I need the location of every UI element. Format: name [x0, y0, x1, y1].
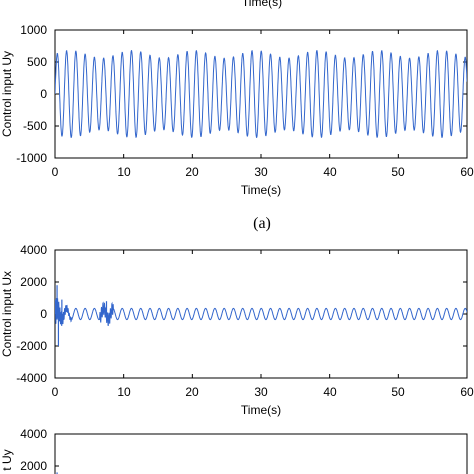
p1-series-line [55, 50, 467, 138]
p2-xlabel: Time(s) [241, 403, 281, 417]
p2-ytick-2000: 2000 [20, 275, 47, 289]
p1-xtick-10: 10 [117, 165, 131, 179]
p2-ytick-neg2000: -2000 [16, 339, 47, 353]
caption-a: (a) [253, 215, 271, 232]
top-cropped-xlabel: Time(s) [242, 0, 282, 9]
panel-1-frame [54, 29, 468, 159]
p3-ylabel: t Uy [0, 449, 14, 470]
p1-xlabel: Time(s) [241, 183, 281, 197]
p2-xtick-0: 0 [52, 385, 59, 399]
p1-xtick-50: 50 [391, 165, 405, 179]
panel-3-frame [54, 433, 468, 474]
p2-ytick-0: 0 [40, 307, 47, 321]
p1-ytick-neg500: -500 [23, 119, 47, 133]
p1-ytick-1000: 1000 [20, 23, 47, 37]
p3-ytick-4000: 4000 [20, 427, 47, 441]
panel-3-ticks [55, 433, 59, 467]
panel-3: 4000 2000 t Uy [0, 427, 468, 474]
p1-ytick-500: 500 [27, 55, 47, 69]
p1-xtick-0: 0 [52, 165, 59, 179]
p1-ytick-neg1000: -1000 [16, 151, 47, 165]
p1-ylabel: Control input Uy [0, 51, 14, 137]
p2-xtick-60: 60 [460, 385, 474, 399]
p3-ytick-2000: 2000 [20, 459, 47, 473]
p2-xtick-10: 10 [117, 385, 131, 399]
p1-xtick-30: 30 [254, 165, 268, 179]
panel-1-ticks [54, 29, 468, 159]
p2-xtick-40: 40 [323, 385, 337, 399]
p2-series-line [55, 297, 467, 326]
p2-xtick-30: 30 [254, 385, 268, 399]
panel-2-ticks [54, 249, 468, 379]
p2-ytick-4000: 4000 [20, 243, 47, 257]
p1-xtick-20: 20 [185, 165, 199, 179]
p2-ylabel: Control input Ux [0, 271, 14, 357]
p1-xtick-60: 60 [460, 165, 474, 179]
p2-xtick-50: 50 [391, 385, 405, 399]
panel-2: 4000 2000 0 -2000 -4000 0 10 20 30 40 50… [0, 243, 474, 417]
panel-2-frame [54, 249, 468, 379]
p1-xtick-40: 40 [323, 165, 337, 179]
panel-1: 1000 500 0 -500 -1000 0 10 20 30 40 50 6… [0, 23, 474, 197]
p2-ytick-neg4000: -4000 [16, 371, 47, 385]
p2-xtick-20: 20 [185, 385, 199, 399]
p1-ytick-0: 0 [40, 87, 47, 101]
